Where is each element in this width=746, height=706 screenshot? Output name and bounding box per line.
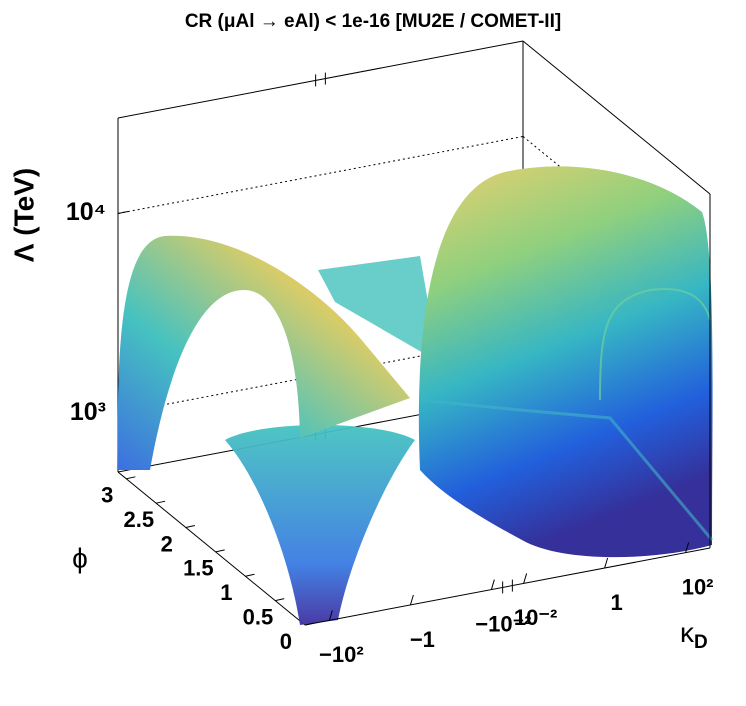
box-edge [522, 40, 711, 195]
x-tick [328, 610, 333, 621]
x-tick [685, 542, 690, 553]
x-axis-label: κD [680, 617, 708, 653]
y-tick [245, 573, 255, 577]
y-tick-label: 0.5 [243, 604, 274, 629]
x-tick-label: 10⁻² [514, 605, 557, 630]
grid-line [117, 135, 524, 214]
z-tick-label: 10³ [70, 398, 106, 426]
box-edge [304, 547, 711, 626]
x-tick [604, 557, 609, 569]
box-edge [117, 40, 524, 119]
box-edge [117, 471, 306, 626]
x-tick [523, 573, 528, 584]
x-tick-label: −10² [319, 642, 364, 667]
z-tick [117, 210, 129, 214]
surface-right-block [418, 166, 713, 558]
surface-lower [225, 425, 415, 625]
x-tick-label: −10⁻² [475, 611, 531, 636]
surface-ridge [419, 398, 714, 541]
y-tick [185, 525, 196, 529]
y-tick-label: 2.5 [124, 507, 155, 532]
y-tick [126, 476, 136, 480]
x-tick-label: −1 [410, 627, 435, 652]
y-tick-label: 3 [101, 483, 113, 508]
z-axis-label: Λ (TeV) [8, 168, 39, 262]
y-tick-label: 1.5 [183, 556, 214, 581]
surface-ridge [599, 288, 711, 401]
y-axis-label: ϕ [72, 542, 88, 573]
x-tick-label: 10² [682, 574, 714, 599]
surface-left-arch [117, 235, 410, 470]
z-tick-label: 10⁴ [66, 198, 106, 226]
y-tick-label: 1 [220, 580, 232, 605]
chart-title: CR (μAl → eAl) < 1e-16 [MU2E / COMET-II] [185, 11, 561, 32]
x-tick [409, 594, 414, 606]
y-tick-label: 0 [280, 629, 292, 654]
y-tick [215, 549, 225, 553]
x-axis-label-subscript: D [694, 632, 708, 653]
y-tick [156, 500, 166, 504]
y-tick [275, 598, 285, 602]
x-axis-label-symbol: κ [680, 617, 695, 648]
x-tick-label: 1 [610, 590, 622, 615]
y-tick-label: 2 [161, 531, 173, 556]
surface [117, 166, 714, 625]
y-tick [304, 622, 315, 626]
x-tick [490, 579, 495, 590]
